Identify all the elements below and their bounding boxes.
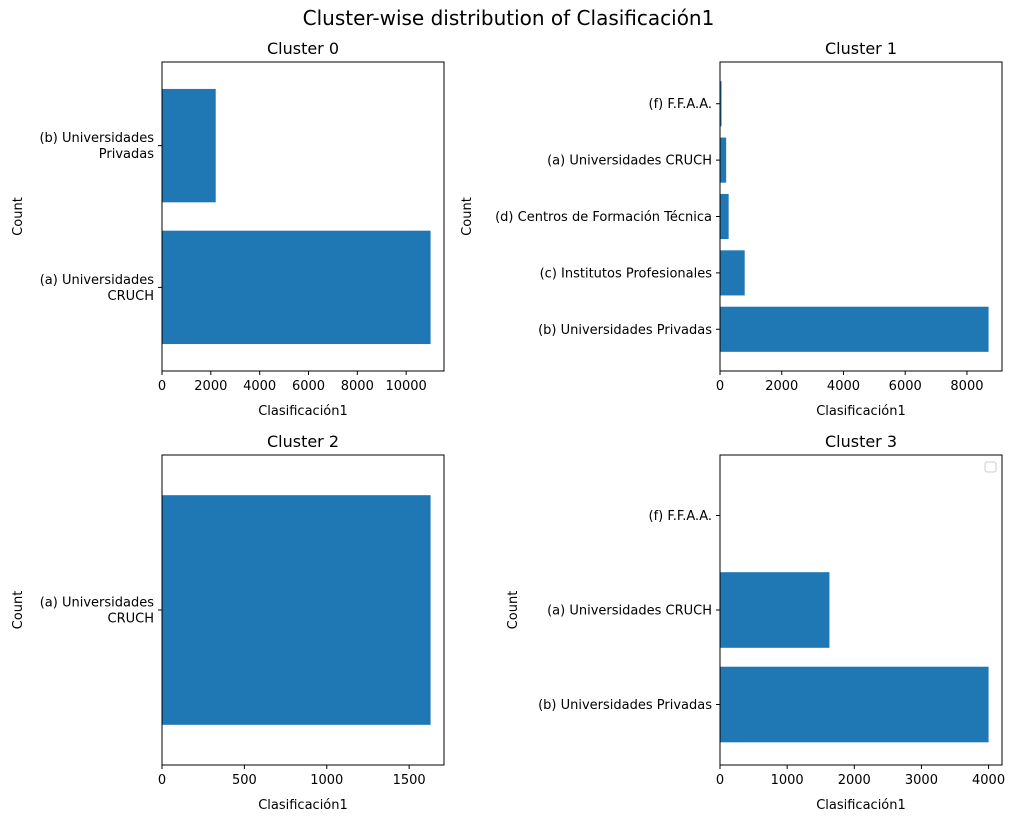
x-tick-label: 4000 [243, 379, 276, 394]
y-tick-label: (f) F.F.A.A. [649, 509, 713, 524]
x-tick-label: 2000 [194, 379, 227, 394]
y-axis-label: Count [506, 591, 521, 630]
y-tick-label: (b) Universidades Privadas [538, 323, 712, 338]
legend-box [984, 461, 997, 473]
bar [162, 88, 216, 203]
axes-frame [161, 61, 445, 372]
bar [720, 81, 722, 127]
subplot-1: 0 2000 4000 6000 8000 (b) Universidades Priva… [460, 39, 1003, 419]
bar [720, 137, 727, 183]
y-axis-label: Count [11, 197, 26, 236]
x-tick-label: 0 [158, 379, 166, 394]
bar [162, 230, 431, 345]
subplot-2: 0 500 1000 1500 (a) Universidades CRUCH Cluste… [11, 432, 445, 813]
x-tick-label: 0 [716, 773, 724, 788]
x-tick-label: 3000 [905, 773, 938, 788]
y-tick-label: (a) Universidades CRUCH [40, 596, 154, 627]
x-tick-label: 4000 [827, 379, 860, 394]
x-tick-label: 1000 [771, 773, 804, 788]
subplot-0: 0 2000 4000 6000 8000 10000 (a) Universidades C… [11, 39, 445, 419]
x-tick-label: 10000 [385, 379, 426, 394]
x-tick-label: 4000 [972, 773, 1005, 788]
bar [720, 572, 830, 648]
x-tick-label: 6000 [889, 379, 922, 394]
y-tick-label: (a) Universidades CRUCH [547, 154, 712, 169]
x-axis-label: Clasificación1 [816, 798, 906, 813]
y-tick-label: (b) Universidades Privadas [538, 698, 712, 713]
x-tick-label: 0 [716, 379, 724, 394]
figure-title: Cluster-wise distribution of Clasificaci… [302, 6, 715, 30]
subplot-title: Cluster 2 [267, 432, 339, 451]
y-tick-label: (a) Universidades CRUCH [547, 604, 712, 619]
y-axis-label: Count [460, 197, 475, 236]
subplot-title: Cluster 3 [825, 432, 897, 451]
x-axis-label: Clasificación1 [258, 404, 348, 419]
bar [720, 250, 745, 296]
bar [162, 495, 431, 725]
bar [720, 193, 729, 240]
bar [720, 666, 989, 743]
x-tick-label: 6000 [292, 379, 325, 394]
x-tick-label: 2000 [765, 379, 798, 394]
x-tick-label: 500 [232, 773, 257, 788]
x-axis-label: Clasificación1 [816, 404, 906, 419]
x-tick-label: 8000 [341, 379, 374, 394]
x-axis-label: Clasificación1 [258, 798, 348, 813]
y-tick-label: (f) F.F.A.A. [649, 97, 713, 112]
bar [720, 306, 989, 352]
y-tick-label: (a) Universidades CRUCH [40, 273, 154, 304]
subplot-3: 0 1000 2000 3000 4000 (b) Universidades Priva… [506, 432, 1005, 813]
y-tick-label: (d) Centros de Formación Técnica [495, 210, 712, 225]
subplot-title: Cluster 1 [825, 39, 897, 58]
x-tick-label: 1500 [393, 773, 426, 788]
x-tick-label: 0 [158, 773, 166, 788]
x-tick-label: 2000 [838, 773, 871, 788]
subplot-title: Cluster 0 [267, 39, 339, 58]
x-tick-label: 1000 [310, 773, 343, 788]
y-tick-label: (b) Universidades Privadas [39, 131, 154, 162]
x-tick-label: 8000 [950, 379, 983, 394]
y-axis-label: Count [11, 591, 26, 630]
y-tick-label: (c) Institutos Profesionales [540, 266, 713, 281]
